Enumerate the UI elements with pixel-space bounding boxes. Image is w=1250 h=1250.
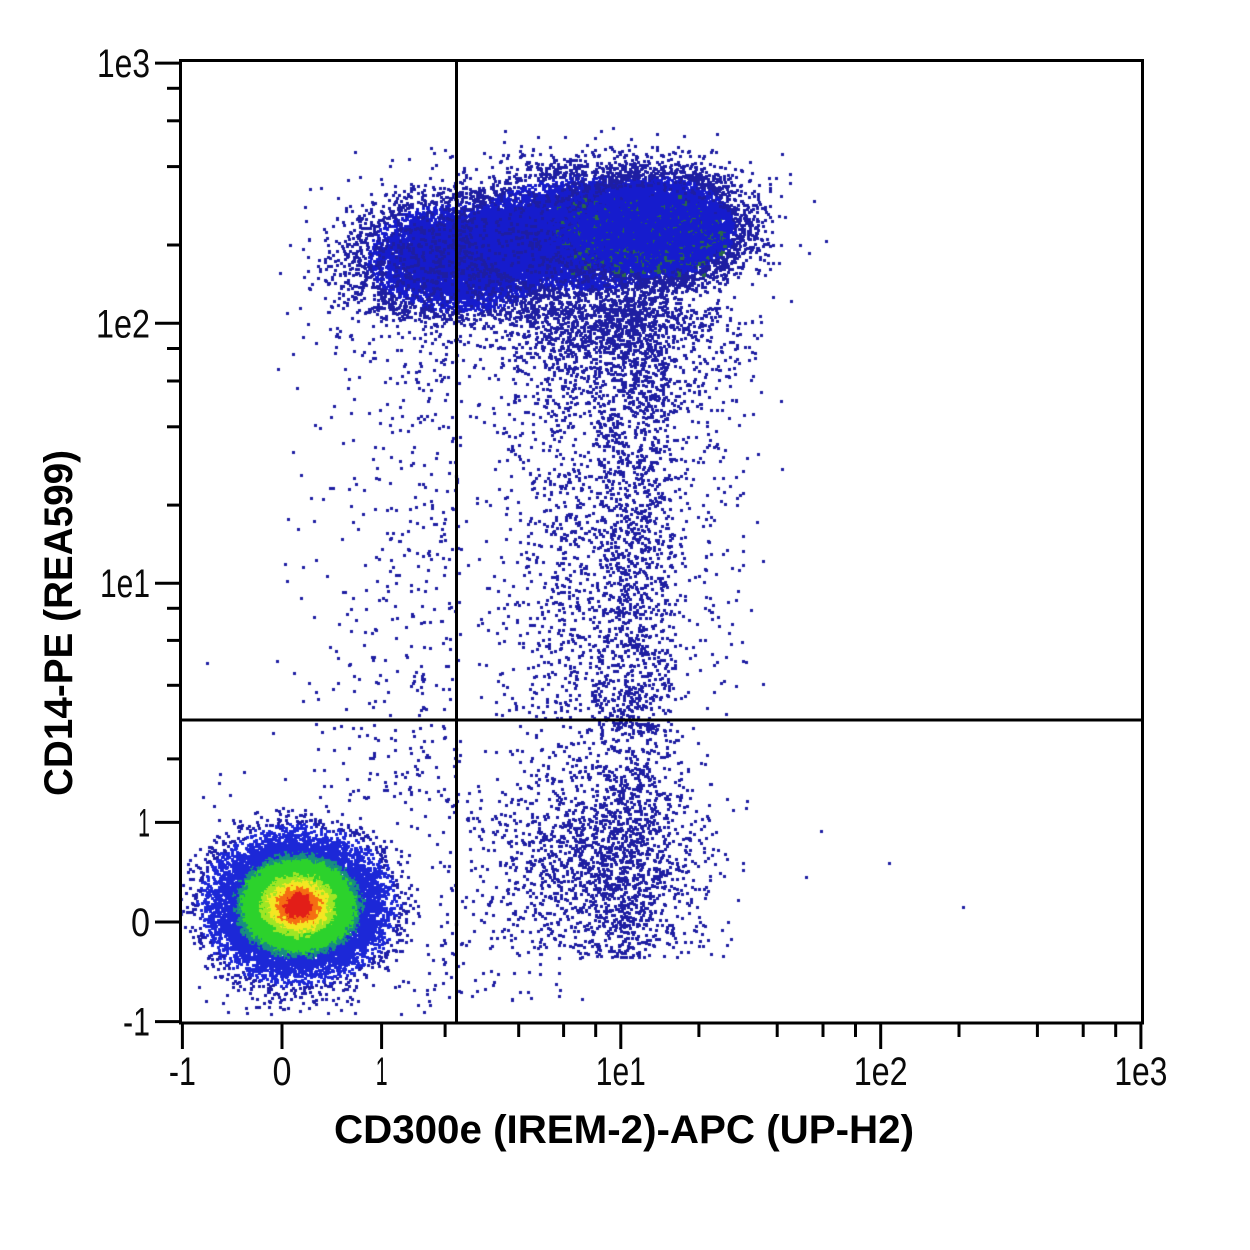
svg-text:CD14-PE (REA599): CD14-PE (REA599) bbox=[37, 450, 81, 796]
svg-text:0: 0 bbox=[131, 901, 150, 945]
svg-text:1e3: 1e3 bbox=[1114, 1050, 1167, 1094]
svg-text:1: 1 bbox=[376, 1050, 388, 1094]
svg-text:1: 1 bbox=[138, 801, 150, 845]
svg-text:1e3: 1e3 bbox=[97, 42, 150, 86]
svg-text:1e1: 1e1 bbox=[100, 562, 150, 606]
svg-text:1e2: 1e2 bbox=[854, 1050, 908, 1094]
svg-text:CD300e (IREM-2)-APC (UP-H2): CD300e (IREM-2)-APC (UP-H2) bbox=[334, 1108, 914, 1152]
svg-text:1e2: 1e2 bbox=[96, 302, 150, 346]
svg-text:1e1: 1e1 bbox=[596, 1050, 646, 1094]
svg-text:-1: -1 bbox=[123, 1001, 150, 1045]
svg-text:-1: -1 bbox=[169, 1050, 196, 1094]
svg-text:0: 0 bbox=[273, 1050, 292, 1094]
